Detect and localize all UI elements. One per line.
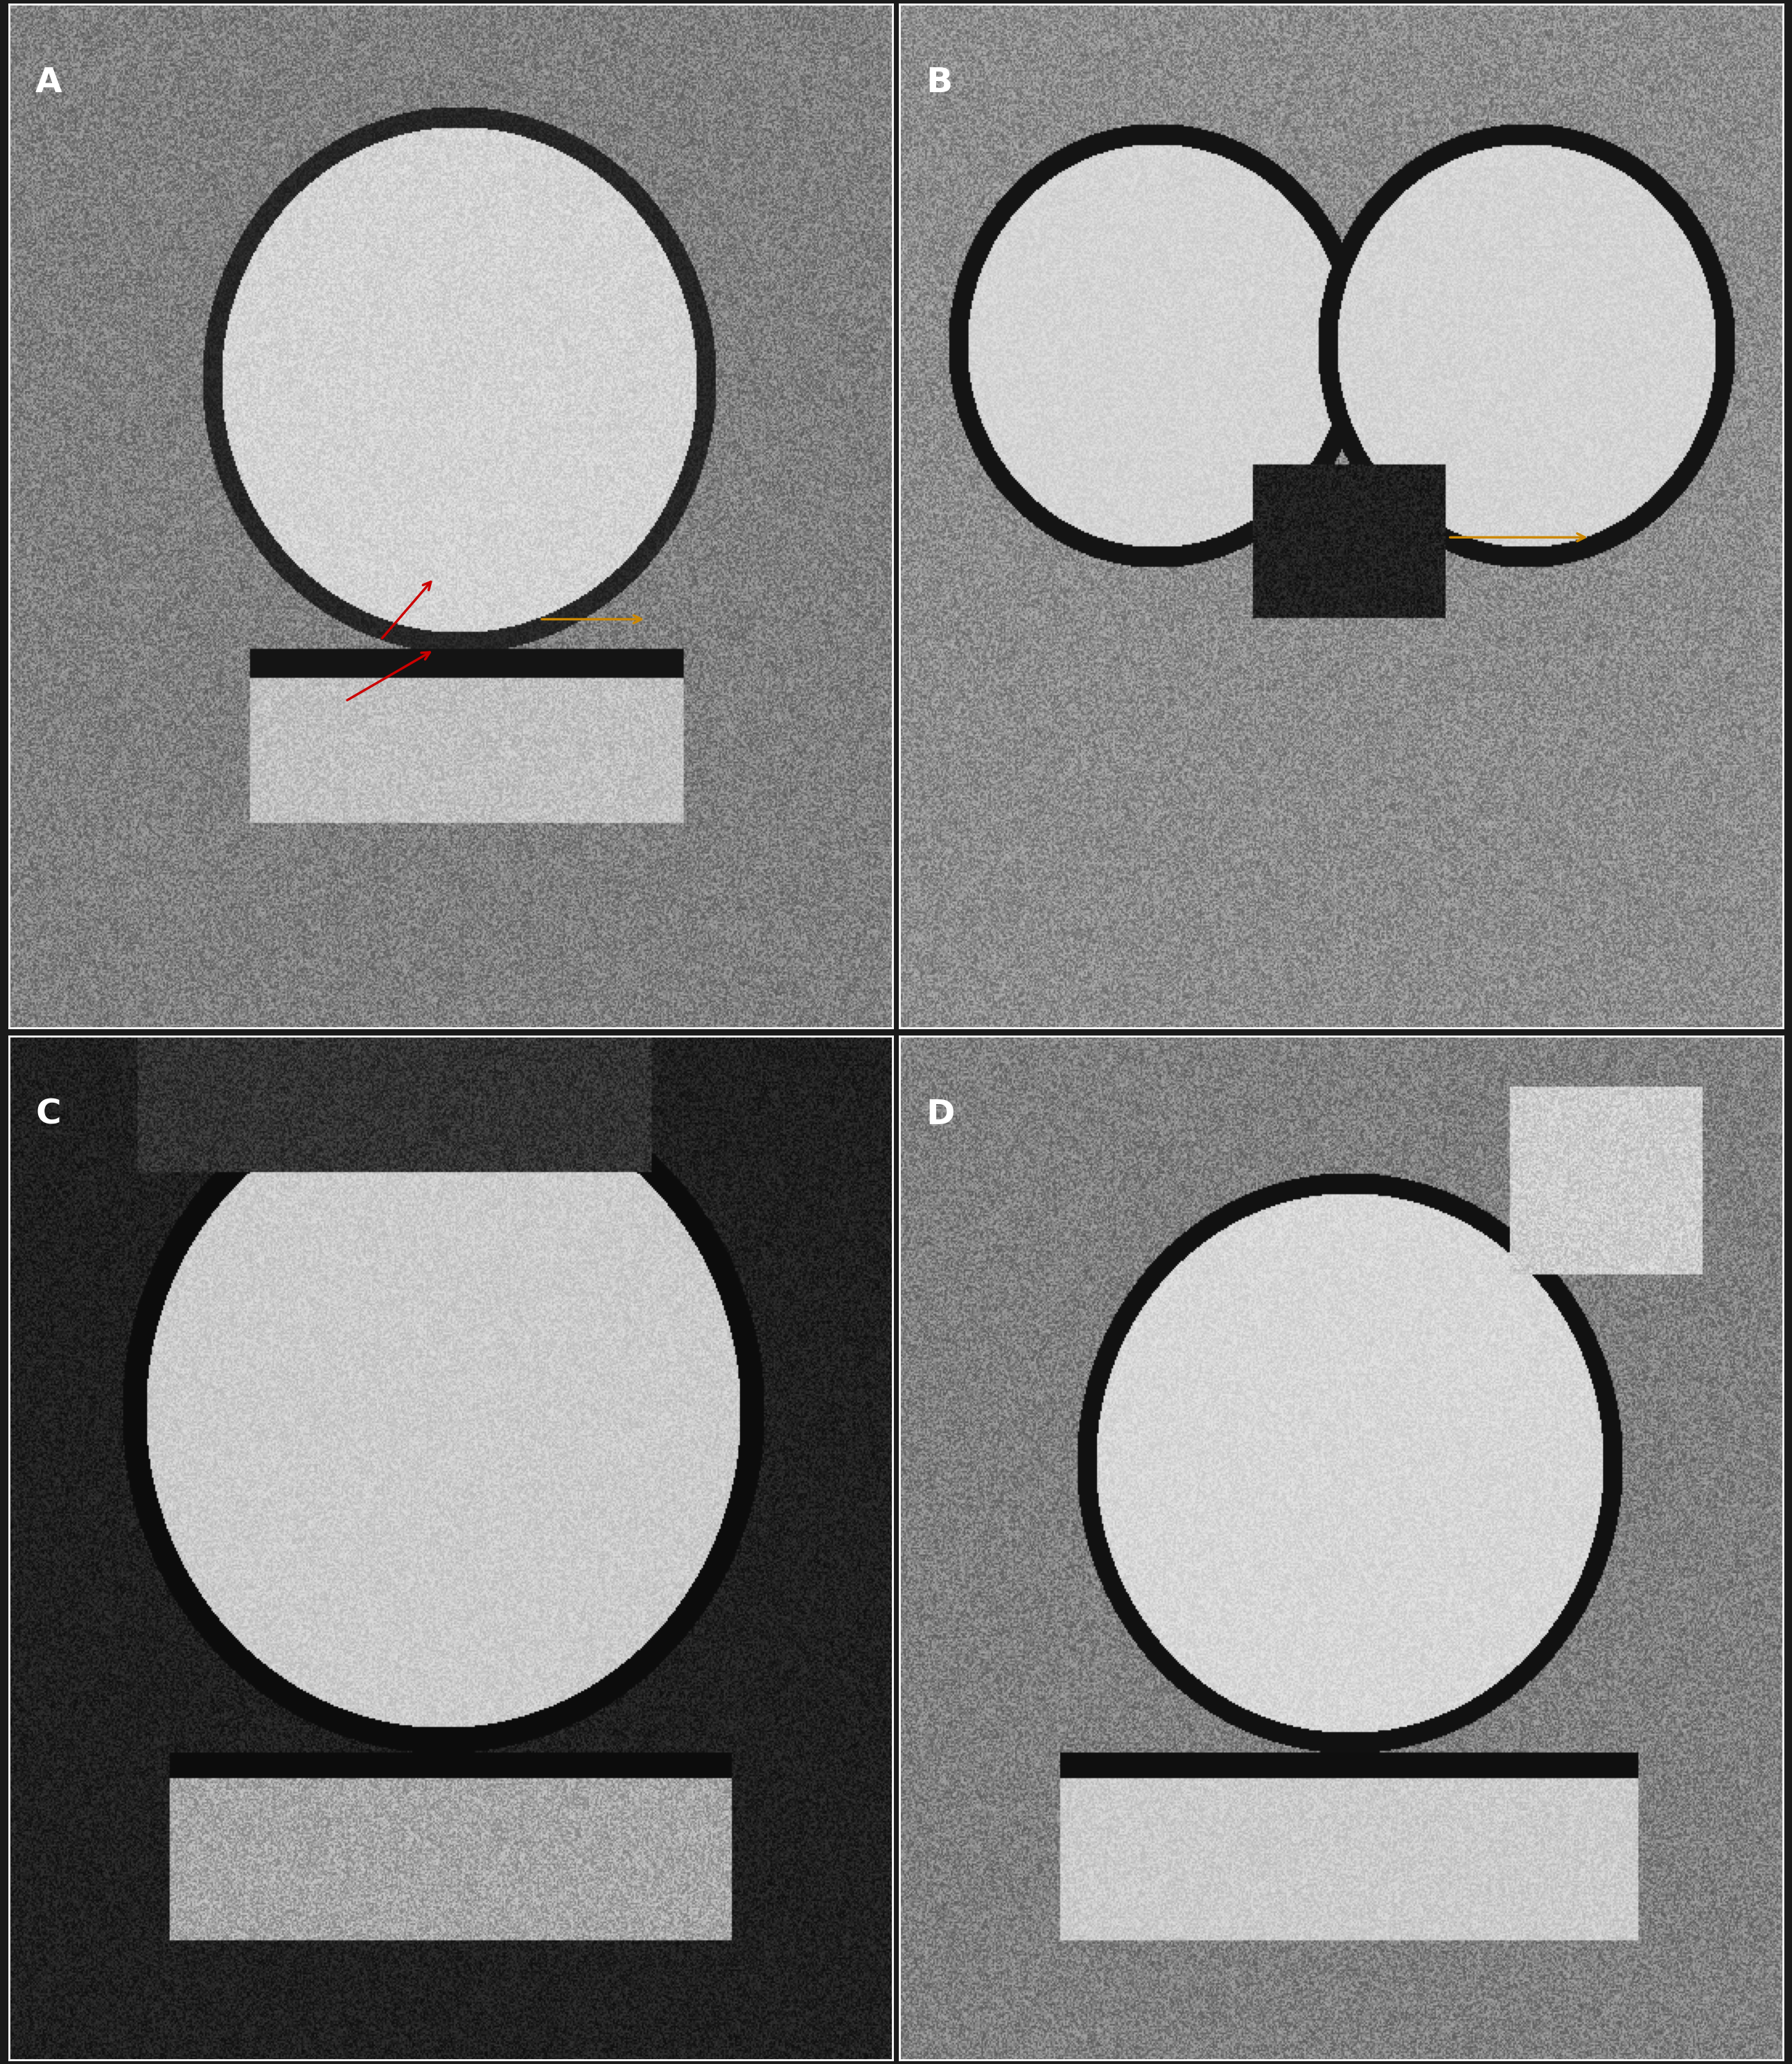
Text: C: C (36, 1098, 61, 1131)
Text: B: B (926, 66, 953, 99)
Text: D: D (926, 1098, 955, 1131)
Text: A: A (36, 66, 63, 99)
